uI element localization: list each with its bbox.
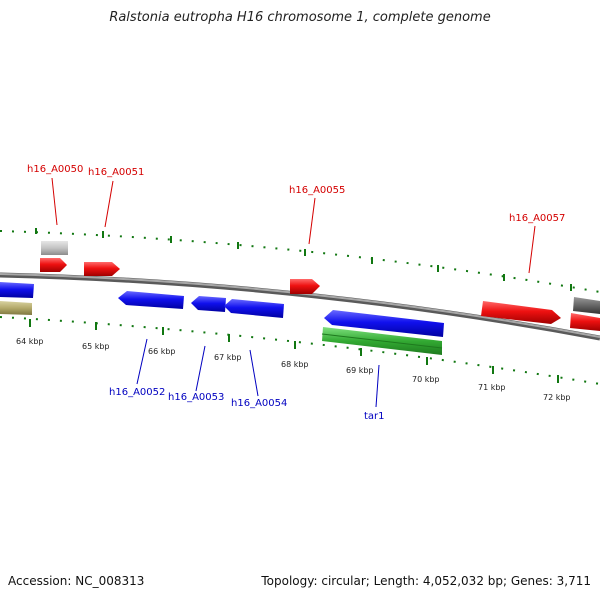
pseudo-gene — [41, 241, 68, 255]
gene-h16-A0054[interactable] — [224, 299, 284, 318]
pseudo-gene-olive — [0, 301, 32, 315]
tick-label: 72 kbp — [543, 393, 571, 402]
reverse-genes — [0, 282, 444, 355]
chromosome-backbone — [0, 272, 600, 341]
gene-label[interactable]: tar1 — [364, 411, 385, 422]
gene-h16-A0050[interactable] — [40, 258, 67, 272]
tick-label: 69 kbp — [346, 366, 374, 375]
gene-label[interactable]: h16_A0053 — [168, 392, 224, 403]
tick-label: 64 kbp — [16, 337, 44, 346]
reverse-tick-track — [0, 316, 600, 385]
gene-label[interactable]: h16_A0052 — [109, 387, 165, 398]
tick-label: 70 kbp — [412, 375, 440, 384]
scale-labels: 64 kbp 65 kbp 66 kbp 67 kbp 68 kbp 69 kb… — [16, 337, 571, 402]
gene-h16-A0052[interactable] — [118, 291, 184, 309]
tick-label: 67 kbp — [214, 353, 242, 362]
forward-genes — [40, 241, 600, 331]
gene-h16-A0053[interactable] — [191, 296, 226, 312]
reverse-label-leaders — [136, 338, 380, 408]
gene-h16-A0057[interactable] — [481, 301, 561, 324]
gene-label[interactable]: h16_A0057 — [509, 213, 565, 224]
tick-label: 68 kbp — [281, 360, 309, 369]
reverse-major-ticks — [29, 319, 559, 383]
forward-label-leaders — [51, 177, 536, 274]
tick-label: 65 kbp — [82, 342, 110, 351]
gene-h16-A0051[interactable] — [84, 262, 120, 276]
genome-summary: Topology: circular; Length: 4,052,032 bp… — [261, 574, 591, 588]
gene-label[interactable]: h16_A0054 — [231, 398, 287, 409]
gene-partial-gray — [573, 297, 600, 314]
gene-label[interactable]: h16_A0055 — [289, 185, 345, 196]
gene-label[interactable]: h16_A0050 — [27, 164, 83, 175]
gene-label[interactable]: h16_A0051 — [88, 167, 144, 178]
tick-label: 71 kbp — [478, 383, 506, 392]
gene-partial-left[interactable] — [0, 282, 34, 298]
accession-info: Accession: NC_008313 — [8, 574, 145, 588]
gene-h16-A0055[interactable] — [290, 279, 320, 294]
map-title: Ralstonia eutropha H16 chromosome 1, com… — [109, 10, 491, 25]
forward-major-ticks — [35, 228, 572, 291]
gene-partial-right[interactable] — [570, 313, 600, 331]
tick-label: 66 kbp — [148, 347, 176, 356]
forward-tick-track — [0, 230, 600, 293]
gene-tar1-protein[interactable] — [324, 310, 444, 337]
